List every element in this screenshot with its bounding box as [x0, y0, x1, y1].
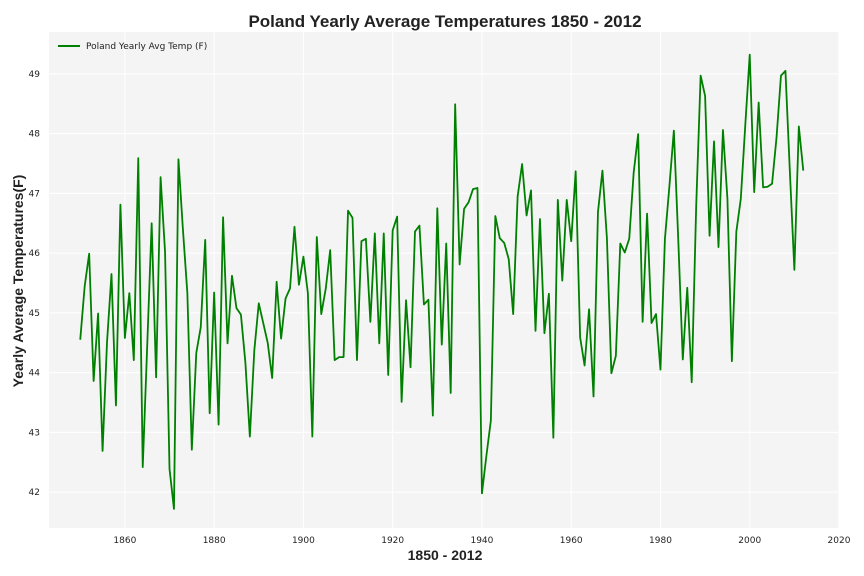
y-axis-ticks: 42 43 44 45 46 47 48 49 — [29, 70, 41, 498]
x-tick-label: 1960 — [560, 536, 583, 546]
x-tick-label: 1940 — [470, 536, 493, 546]
y-tick-label: 46 — [29, 249, 41, 259]
series-layer — [79, 53, 805, 510]
grid-lines — [49, 32, 840, 528]
legend-label: Poland Yearly Avg Temp (F) — [86, 42, 207, 52]
x-tick-label: 1980 — [649, 536, 672, 546]
y-tick-label: 47 — [29, 189, 40, 199]
x-tick-label: 1880 — [203, 536, 226, 546]
y-tick-label: 43 — [29, 428, 40, 438]
x-axis-ticks: 1860 1880 1900 1920 1940 1960 1980 2000 2020 — [113, 536, 850, 546]
x-tick-label: 1920 — [381, 536, 404, 546]
x-tick-label: 2020 — [828, 536, 851, 546]
legend: Poland Yearly Avg Temp (F) — [58, 42, 207, 52]
x-tick-label: 1900 — [292, 536, 315, 546]
y-tick-label: 49 — [29, 70, 41, 80]
y-tick-label: 44 — [29, 369, 41, 379]
chart-title: Poland Yearly Average Temperatures 1850 … — [248, 12, 641, 31]
x-axis-title: 1850 - 2012 — [408, 547, 483, 563]
x-tick-label: 1860 — [113, 536, 136, 546]
series-line — [79, 53, 805, 510]
y-tick-label: 42 — [29, 488, 40, 498]
y-tick-label: 48 — [29, 130, 41, 140]
x-tick-label: 2000 — [738, 536, 761, 546]
y-tick-label: 45 — [29, 309, 40, 319]
y-axis-title: Yearly Average Temperatures(F) — [10, 175, 26, 388]
